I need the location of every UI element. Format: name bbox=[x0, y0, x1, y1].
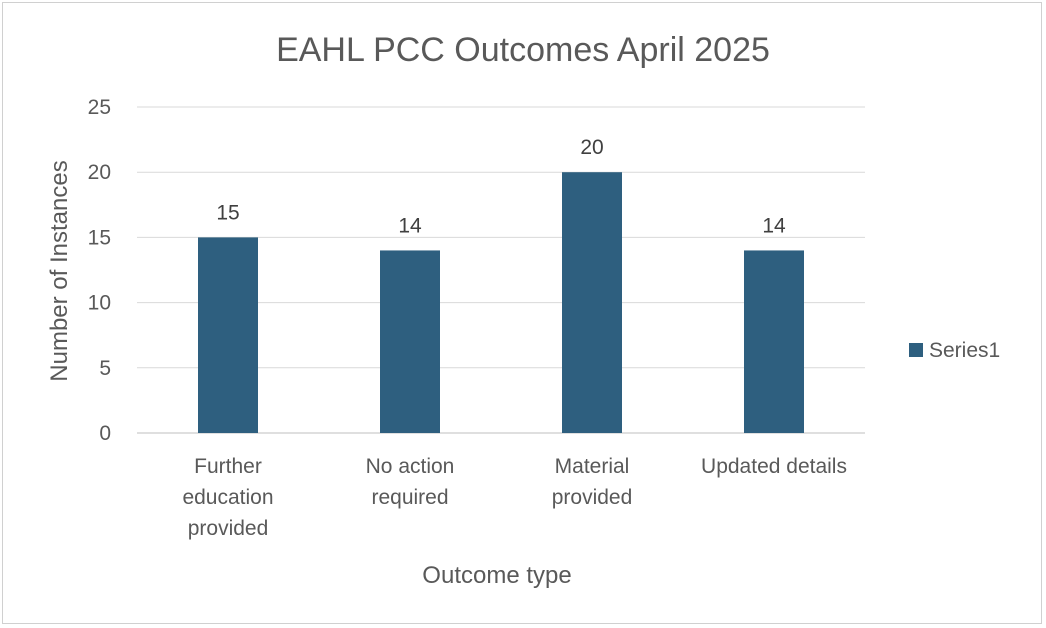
legend-swatch bbox=[909, 343, 923, 357]
y-axis-ticks: 0 5 10 15 20 25 bbox=[88, 96, 111, 445]
x-category-label: Further education provided bbox=[182, 455, 273, 540]
y-tick-label: 10 bbox=[88, 292, 111, 315]
bar-chart: EAHL PCC Outcomes April 2025 Number of I… bbox=[46, 31, 1000, 589]
gridlines bbox=[137, 106, 865, 434]
x-axis-categories: Further education provided No action require… bbox=[182, 455, 847, 540]
x-category-label: Updated details bbox=[701, 455, 847, 478]
data-label: 14 bbox=[762, 214, 786, 237]
data-label: 15 bbox=[216, 201, 239, 224]
data-labels: 15 14 20 14 bbox=[216, 136, 786, 237]
bar bbox=[744, 250, 804, 433]
y-axis-title: Number of Instances bbox=[46, 160, 73, 381]
y-tick-label: 0 bbox=[99, 422, 111, 445]
bars bbox=[198, 172, 804, 433]
x-axis-title: Outcome type bbox=[422, 562, 571, 589]
bar bbox=[198, 237, 258, 433]
bar bbox=[380, 250, 440, 433]
y-tick-label: 25 bbox=[88, 96, 111, 119]
data-label: 14 bbox=[398, 214, 422, 237]
x-category-label: Material provided bbox=[552, 455, 633, 509]
bar bbox=[562, 172, 622, 433]
legend-label: Series1 bbox=[929, 339, 1000, 362]
y-tick-label: 15 bbox=[88, 226, 111, 249]
data-label: 20 bbox=[580, 136, 603, 159]
y-tick-label: 5 bbox=[99, 357, 111, 380]
legend: Series1 bbox=[909, 339, 1000, 362]
chart-title: EAHL PCC Outcomes April 2025 bbox=[276, 31, 770, 69]
x-category-label: No action required bbox=[366, 455, 455, 509]
y-tick-label: 20 bbox=[88, 161, 111, 184]
